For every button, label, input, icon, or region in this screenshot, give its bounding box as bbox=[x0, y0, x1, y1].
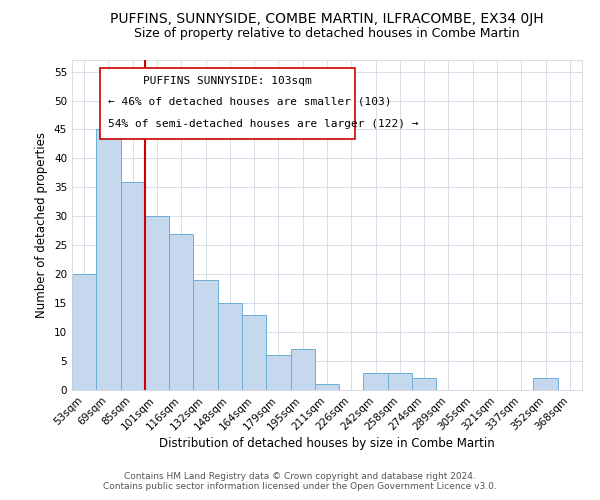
Bar bbox=[169, 234, 193, 390]
FancyBboxPatch shape bbox=[100, 68, 355, 139]
Bar bbox=[315, 384, 339, 390]
Bar bbox=[388, 372, 412, 390]
X-axis label: Distribution of detached houses by size in Combe Martin: Distribution of detached houses by size … bbox=[159, 438, 495, 450]
Text: 54% of semi-detached houses are larger (122) →: 54% of semi-detached houses are larger (… bbox=[108, 120, 418, 130]
Bar bbox=[72, 274, 96, 390]
Bar bbox=[242, 314, 266, 390]
Bar bbox=[145, 216, 169, 390]
Text: Size of property relative to detached houses in Combe Martin: Size of property relative to detached ho… bbox=[134, 28, 520, 40]
Bar bbox=[290, 350, 315, 390]
Bar bbox=[121, 182, 145, 390]
Text: PUFFINS, SUNNYSIDE, COMBE MARTIN, ILFRACOMBE, EX34 0JH: PUFFINS, SUNNYSIDE, COMBE MARTIN, ILFRAC… bbox=[110, 12, 544, 26]
Text: ← 46% of detached houses are smaller (103): ← 46% of detached houses are smaller (10… bbox=[108, 96, 391, 106]
Bar bbox=[193, 280, 218, 390]
Bar bbox=[364, 372, 388, 390]
Bar bbox=[533, 378, 558, 390]
Text: PUFFINS SUNNYSIDE: 103sqm: PUFFINS SUNNYSIDE: 103sqm bbox=[143, 76, 312, 86]
Text: Contains HM Land Registry data © Crown copyright and database right 2024.: Contains HM Land Registry data © Crown c… bbox=[124, 472, 476, 481]
Text: Contains public sector information licensed under the Open Government Licence v3: Contains public sector information licen… bbox=[103, 482, 497, 491]
Bar bbox=[266, 356, 290, 390]
Bar bbox=[412, 378, 436, 390]
Bar bbox=[218, 303, 242, 390]
Bar bbox=[96, 130, 121, 390]
Y-axis label: Number of detached properties: Number of detached properties bbox=[35, 132, 49, 318]
